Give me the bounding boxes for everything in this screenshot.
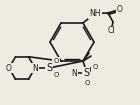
Text: O: O <box>53 58 59 64</box>
Text: S: S <box>83 68 89 78</box>
Text: S: S <box>46 63 52 73</box>
Text: O: O <box>117 5 123 14</box>
Text: NH: NH <box>89 9 101 18</box>
Text: O: O <box>53 72 59 78</box>
Text: Cl: Cl <box>107 26 115 35</box>
Text: N: N <box>71 69 77 78</box>
Text: N: N <box>32 64 38 72</box>
Text: O: O <box>92 64 98 70</box>
Text: O: O <box>85 80 90 86</box>
Text: O: O <box>6 64 12 72</box>
